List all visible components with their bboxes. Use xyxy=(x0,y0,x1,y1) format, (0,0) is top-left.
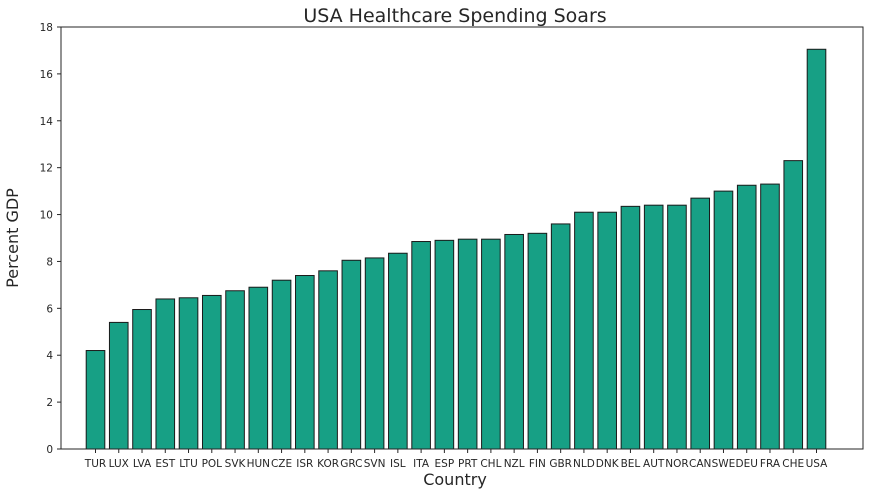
bar-bel xyxy=(620,205,641,450)
y-axis: 0 2 4 6 8 10 12 14 16 18 xyxy=(40,22,61,456)
bar-fra xyxy=(760,183,780,450)
bar-lux xyxy=(108,321,129,450)
bar-ltu xyxy=(178,297,199,450)
bar-can xyxy=(690,197,711,450)
y-axis-label: Percent GDP xyxy=(3,188,22,288)
x-tick-label: NLD xyxy=(573,458,595,470)
bar-ita xyxy=(411,241,431,450)
bar-cze xyxy=(271,279,292,450)
bar-swe xyxy=(713,190,734,450)
bar-isr xyxy=(295,275,315,450)
x-tick-label: LTU xyxy=(179,458,198,470)
bar-tur xyxy=(85,350,106,450)
x-tick-label: GBR xyxy=(549,458,572,470)
x-tick-label: USA xyxy=(806,458,829,470)
x-tick-label: NOR xyxy=(665,458,688,470)
bar-dnk xyxy=(597,211,617,450)
x-tick-label: SVK xyxy=(225,458,247,470)
y-tick-label: 12 xyxy=(40,163,53,175)
bar-gbr xyxy=(550,223,571,450)
x-tick-label: ITA xyxy=(413,458,430,470)
bar-svn xyxy=(364,257,385,450)
bar-pol xyxy=(201,294,222,450)
bar-deu xyxy=(736,184,757,450)
bar-grc xyxy=(341,259,362,450)
x-tick-label: BEL xyxy=(621,458,641,470)
y-tick-label: 6 xyxy=(46,303,53,315)
x-tick-label: TUR xyxy=(84,458,106,470)
y-tick-label: 16 xyxy=(40,69,54,81)
y-tick-label: 10 xyxy=(40,210,53,222)
x-tick-label: FRA xyxy=(760,458,781,470)
x-axis: TUR LUX LVA EST LTU POL SVK HUN CZE ISR KOR GRC SVN I… xyxy=(84,449,828,470)
x-tick-label: PRT xyxy=(458,458,478,470)
y-tick-label: 14 xyxy=(40,116,54,128)
bar-che xyxy=(783,160,804,450)
x-tick-label: CHL xyxy=(480,458,501,470)
x-tick-label: LVA xyxy=(133,458,152,470)
y-tick-label: 0 xyxy=(46,444,53,456)
bar-nld xyxy=(574,211,594,450)
bar-nor xyxy=(667,204,687,450)
x-tick-label: ISR xyxy=(296,458,313,470)
x-tick-label: AUT xyxy=(643,458,665,470)
x-tick-label: KOR xyxy=(317,458,339,470)
bar-kor xyxy=(318,270,338,450)
x-tick-label: EST xyxy=(155,458,175,470)
x-tick-label: POL xyxy=(202,458,223,470)
x-tick-label: FIN xyxy=(529,458,546,470)
bar-isl xyxy=(388,252,408,450)
x-tick-label: HUN xyxy=(247,458,270,470)
x-tick-label: CAN xyxy=(689,458,711,470)
bar-svk xyxy=(225,290,245,450)
x-axis-label: Country xyxy=(423,470,487,489)
bar-esp xyxy=(434,239,455,450)
bar-fin xyxy=(527,232,548,450)
x-tick-label: SWE xyxy=(712,458,736,470)
bar-nzl xyxy=(504,233,524,450)
y-tick-label: 18 xyxy=(40,22,53,34)
bar-chl xyxy=(481,238,501,450)
x-tick-label: CHE xyxy=(782,458,804,470)
chart-title: USA Healthcare Spending Soars xyxy=(303,5,606,27)
bar-hun xyxy=(248,286,269,450)
x-tick-label: CZE xyxy=(271,458,292,470)
bar-aut xyxy=(643,204,664,450)
x-tick-label: NZL xyxy=(504,458,525,470)
bar-prt xyxy=(457,238,478,450)
bar-est xyxy=(155,298,176,450)
x-tick-label: GRC xyxy=(340,458,362,470)
y-tick-label: 2 xyxy=(46,397,53,409)
bar-lva xyxy=(132,309,152,450)
x-tick-label: SVN xyxy=(364,458,386,470)
bars-group xyxy=(85,48,827,450)
plot-frame xyxy=(60,26,864,450)
x-tick-label: DNK xyxy=(596,458,620,470)
x-tick-label: ESP xyxy=(435,458,455,470)
x-tick-label: LUX xyxy=(109,458,129,470)
y-tick-label: 4 xyxy=(46,350,53,362)
y-tick-label: 8 xyxy=(46,256,53,268)
x-tick-label: DEU xyxy=(736,458,758,470)
x-tick-label: ISL xyxy=(390,458,406,470)
bar-usa xyxy=(806,48,827,450)
